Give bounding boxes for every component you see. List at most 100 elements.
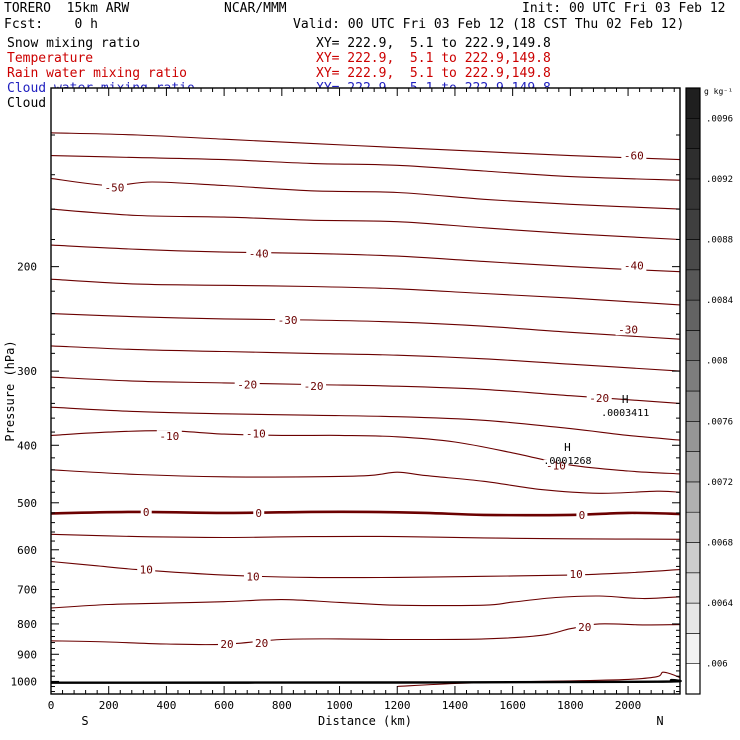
field-xy-range: XY= 222.9, 5.1 to 222.9,149.8: [316, 36, 551, 51]
colorbar-label: .0064: [706, 599, 733, 609]
contour-label-gap: [156, 430, 182, 443]
colorbar-swatch: [685, 148, 701, 180]
x-tick-label: 1800: [557, 699, 584, 712]
y-tick-label: 700: [17, 584, 37, 597]
field-xy-range: XY= 222.9, 5.1 to 222.9,149.8: [316, 66, 551, 81]
isotherm-line: [50, 469, 681, 494]
colorbar-swatch: [685, 87, 701, 119]
contour-label-gap: [140, 505, 152, 518]
contour-label: -10: [159, 430, 179, 443]
x-tick-label: 1000: [326, 699, 353, 712]
isotherm-line: [50, 510, 681, 517]
isotherm-line: [50, 278, 681, 306]
plot-area: [51, 88, 680, 694]
y-tick-label: 1000: [11, 675, 38, 688]
contour-label-gap: [218, 637, 237, 650]
colorbar-label: .006: [706, 660, 728, 670]
y-tick-label: 900: [17, 648, 37, 661]
contour-label-gap: [246, 247, 272, 260]
x-tick-label: 1400: [442, 699, 469, 712]
colorbar-swatch: [685, 239, 701, 271]
x-tick-label: 0: [48, 699, 55, 712]
x-tick-label: 1600: [499, 699, 526, 712]
isotherm-line: [50, 177, 681, 210]
x-tick-label: 800: [272, 699, 292, 712]
x-tick-label: 600: [214, 699, 234, 712]
contour-label-gap: [101, 181, 127, 194]
contour-label: 10: [140, 564, 153, 577]
contour-label: 20: [578, 621, 591, 634]
isotherm-line: [50, 345, 681, 372]
colorbar-unit: g kg⁻¹: [704, 87, 733, 96]
colorbar-swatch: [685, 602, 701, 634]
contour-label-gap: [301, 380, 327, 393]
y-tick-label: 200: [17, 261, 37, 274]
contour-label: -40: [624, 259, 644, 272]
contour-label-gap: [576, 508, 588, 521]
isotherm-line: [50, 406, 681, 441]
x-tick-label: 200: [99, 699, 119, 712]
colorbar-swatch: [685, 420, 701, 452]
isotherm-line: [50, 623, 681, 646]
colorbar-swatch: [685, 208, 701, 240]
y-tick-label: 800: [17, 618, 37, 631]
contour-label-gap: [243, 427, 269, 440]
plot-frame: [50, 87, 681, 695]
terrain-line: [50, 678, 682, 684]
field-name: Rain water mixing ratio: [7, 66, 188, 81]
contour-label: -60: [624, 150, 644, 163]
contour-label-gap: [137, 563, 156, 576]
contour-label: -50: [105, 181, 125, 194]
isotherm-line: [50, 244, 681, 273]
init-time: Init: 00 UTC Fri 03 Feb 12: [522, 1, 726, 16]
contour-label: 0: [143, 506, 150, 519]
isotherm-line: [50, 560, 681, 579]
contour-label: -40: [249, 247, 269, 260]
colorbar-label: .008: [706, 357, 728, 367]
colorbar-swatch: [685, 118, 701, 149]
x-tick-label: 1200: [384, 699, 411, 712]
field-xy-range: XY= 222.9, 5.1 to 222.9,149.8: [316, 51, 551, 66]
colorbar-label: .0068: [706, 539, 733, 549]
contour-label-gap: [252, 636, 271, 649]
contour-label: -20: [589, 392, 609, 405]
field-name: Temperature: [7, 51, 94, 66]
colorbar-swatch: [685, 360, 701, 392]
maximum-mark: H: [564, 441, 571, 454]
contour-label-gap: [621, 149, 647, 162]
colorbar-swatch: [685, 451, 701, 483]
model-title: TORERO 15km ARW: [4, 1, 130, 16]
y-tick-label: 500: [17, 497, 37, 510]
y-axis-title: Pressure (hPa): [3, 340, 17, 441]
y-tick-label: 600: [17, 544, 37, 557]
contour-label: 0: [255, 507, 262, 520]
isotherm-line: [50, 533, 681, 540]
colorbar-swatch: [685, 269, 701, 301]
contour-label-gap: [586, 392, 612, 405]
contour-label-gap: [234, 378, 260, 391]
colorbar-label: .0084: [706, 296, 733, 306]
contour-label: -30: [278, 314, 298, 327]
colorbar-label: .0076: [706, 417, 733, 427]
isotherm-line: [50, 155, 681, 181]
contour-label-gap: [543, 459, 569, 472]
contour-label-gap: [615, 323, 641, 336]
colorbar-label: .0088: [706, 236, 733, 246]
field-name: Snow mixing ratio: [7, 36, 141, 51]
isotherm-line: [50, 595, 681, 609]
x-axis-title: Distance (km): [318, 714, 412, 728]
contour-label: 20: [220, 638, 233, 651]
colorbar-label: .0072: [706, 478, 733, 488]
contour-label-gap: [243, 570, 262, 583]
colorbar-frame: [685, 87, 701, 695]
colorbar-swatch: [685, 299, 701, 331]
colorbar-swatch: [685, 542, 701, 574]
contour-label: -10: [246, 427, 266, 440]
maximum-value: .0003411: [601, 408, 649, 419]
forecast-hour: Fcst: 0 h: [4, 17, 98, 32]
maximum-mark: H: [622, 393, 629, 406]
x-tick-label: 2000: [615, 699, 642, 712]
contour-label: 20: [255, 637, 268, 650]
contour-label: -20: [304, 380, 324, 393]
